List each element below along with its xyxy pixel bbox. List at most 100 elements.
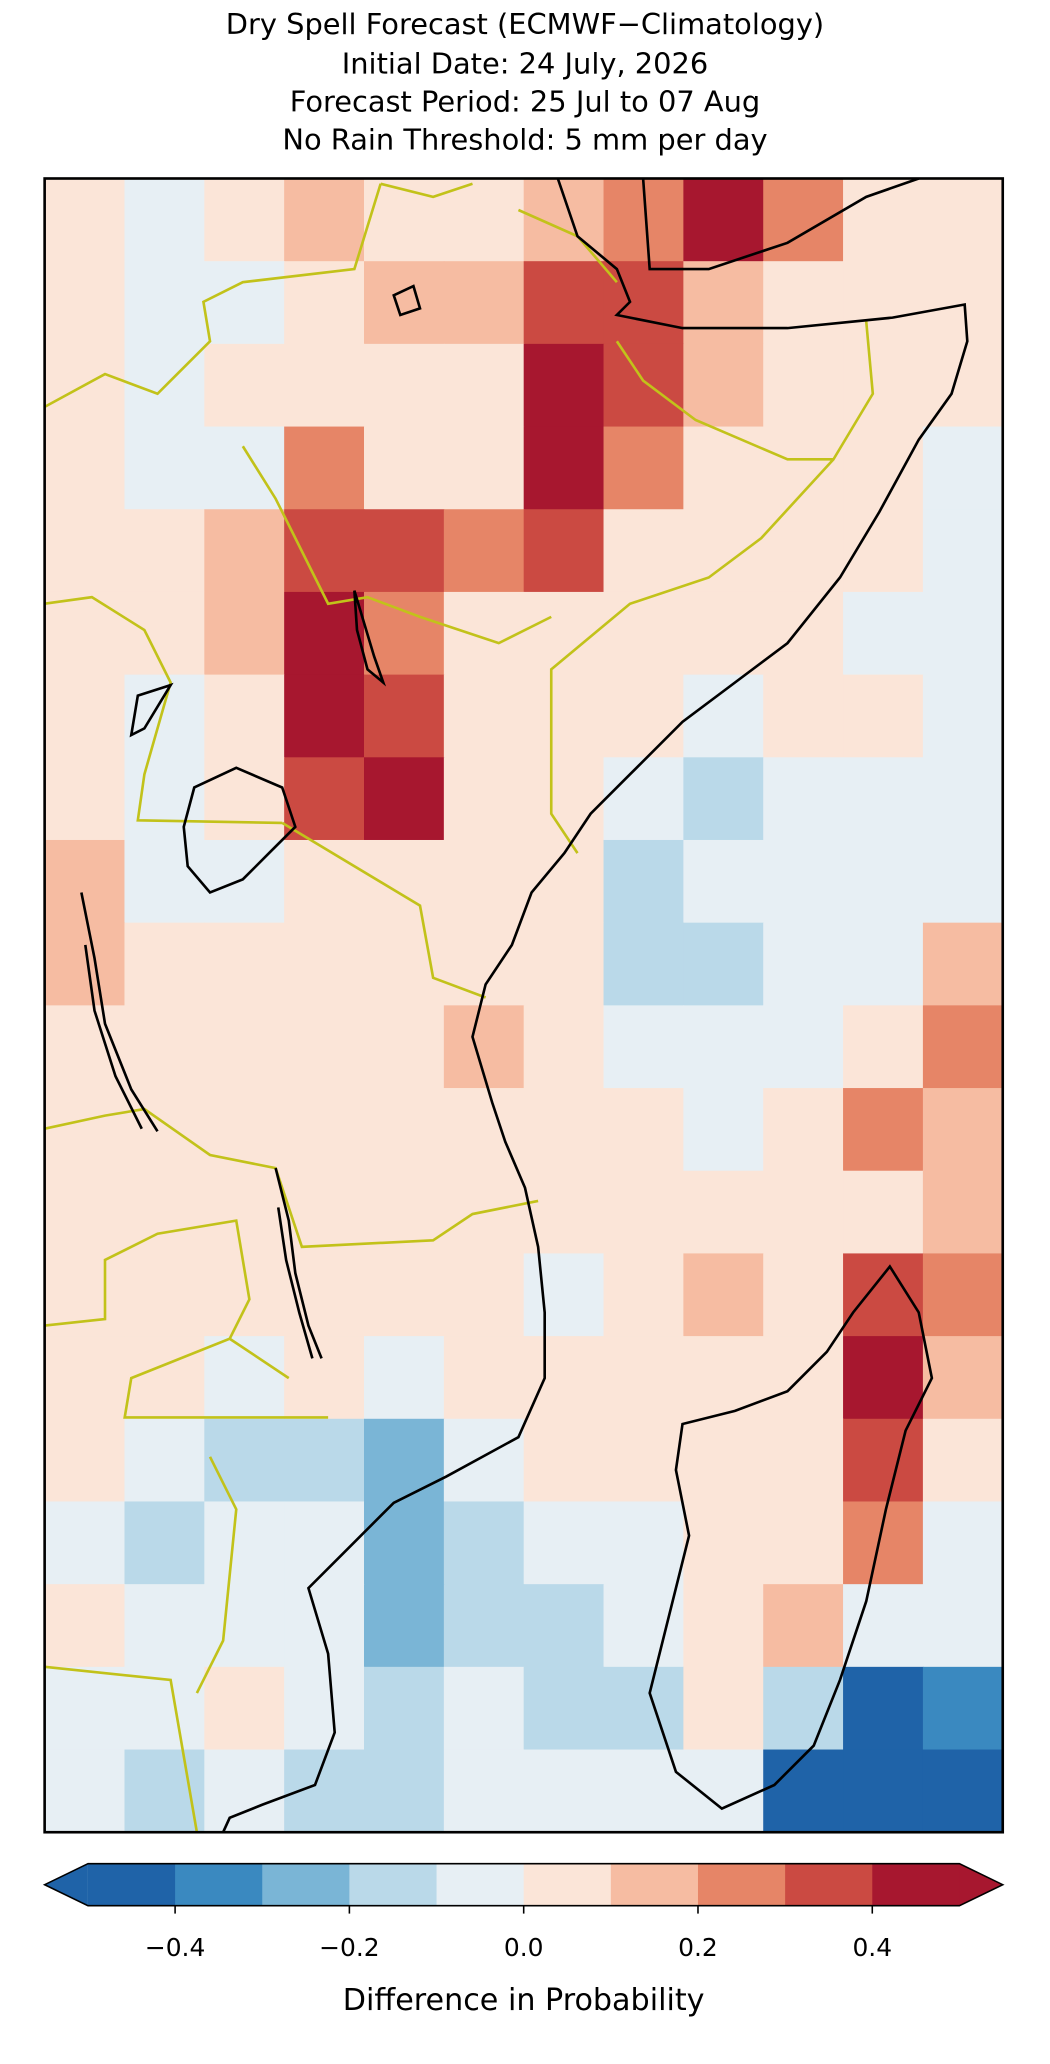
grid-cell bbox=[44, 426, 126, 510]
chart-subtitle: No Rain Threshold: 5 mm per day bbox=[282, 123, 767, 157]
grid-cell bbox=[683, 343, 764, 428]
grid-cell bbox=[204, 343, 285, 428]
grid-cell bbox=[683, 1336, 764, 1420]
lake bbox=[182, 766, 297, 895]
grid-cell bbox=[44, 1170, 126, 1255]
grid-cell bbox=[124, 1584, 205, 1668]
grid-cell bbox=[843, 1005, 924, 1089]
grid-cell bbox=[603, 1336, 685, 1420]
grid-cell bbox=[443, 178, 525, 262]
grid-cell bbox=[763, 1005, 844, 1089]
grid-cell bbox=[284, 1170, 365, 1255]
grid-cell bbox=[922, 757, 1004, 841]
grid-cells bbox=[44, 178, 1004, 1833]
grid-cell bbox=[364, 1749, 445, 1833]
grid-cell bbox=[843, 1253, 924, 1337]
grid-cell bbox=[763, 1749, 844, 1833]
grid-cell bbox=[124, 178, 205, 262]
grid-cell bbox=[603, 1584, 685, 1668]
grid-cell bbox=[44, 1336, 126, 1420]
grid-cell bbox=[523, 922, 605, 1007]
grid-cell bbox=[364, 591, 445, 676]
grid-cell bbox=[603, 1170, 685, 1255]
grid-cell bbox=[443, 261, 525, 345]
grid-cell bbox=[204, 178, 285, 262]
grid-cell bbox=[364, 426, 445, 510]
grid-cell bbox=[683, 261, 764, 345]
grid-cell bbox=[523, 1584, 605, 1668]
grid-cell bbox=[364, 674, 445, 758]
grid-cell bbox=[763, 839, 844, 924]
grid-cell bbox=[683, 1418, 764, 1503]
colorbar-tick-label: 0.2 bbox=[678, 1933, 718, 1962]
colorbar-segment bbox=[610, 1863, 699, 1906]
grid-cell bbox=[843, 1418, 924, 1503]
grid-cell bbox=[922, 509, 1004, 593]
grid-cell bbox=[843, 1749, 924, 1833]
grid-cell bbox=[44, 261, 126, 345]
grid-cell bbox=[523, 1666, 605, 1751]
grid-cell bbox=[124, 509, 205, 593]
grid-cell bbox=[44, 591, 126, 676]
grid-cell bbox=[443, 757, 525, 841]
grid-cell bbox=[443, 1584, 525, 1668]
grid-cell bbox=[364, 922, 445, 1007]
chart-subtitle: Initial Date: 24 July, 2026 bbox=[342, 47, 709, 81]
grid-cell bbox=[443, 839, 525, 924]
grid-cell bbox=[603, 426, 685, 510]
grid-cell bbox=[523, 343, 605, 428]
grid-cell bbox=[843, 1170, 924, 1255]
grid-cell bbox=[443, 509, 525, 593]
grid-cell bbox=[523, 1418, 605, 1503]
grid-cell bbox=[922, 591, 1004, 676]
grid-cell bbox=[922, 1584, 1004, 1668]
grid-cell bbox=[763, 1501, 844, 1585]
grid-cell bbox=[763, 261, 844, 345]
grid-cell bbox=[763, 1584, 844, 1668]
grid-cell bbox=[922, 261, 1004, 345]
grid-cell bbox=[44, 1666, 126, 1751]
grid-cell bbox=[284, 178, 365, 262]
grid-cell bbox=[763, 426, 844, 510]
grid-cell bbox=[763, 1666, 844, 1751]
grid-cell bbox=[284, 922, 365, 1007]
grid-cell bbox=[443, 1749, 525, 1833]
grid-cell bbox=[204, 1005, 285, 1089]
grid-cell bbox=[683, 757, 764, 841]
grid-cell bbox=[124, 591, 205, 676]
grid-cell bbox=[284, 1253, 365, 1337]
grid-cell bbox=[124, 1170, 205, 1255]
grid-cell bbox=[284, 674, 365, 758]
grid-cell bbox=[443, 1253, 525, 1337]
grid-cell bbox=[922, 426, 1004, 510]
grid-cell bbox=[443, 1666, 525, 1751]
grid-cell bbox=[284, 343, 365, 428]
grid-cell bbox=[843, 1088, 924, 1172]
grid-cell bbox=[683, 1170, 764, 1255]
grid-cell bbox=[204, 591, 285, 676]
grid-cell bbox=[843, 674, 924, 758]
colorbar-segment bbox=[87, 1863, 176, 1906]
grid-cell bbox=[284, 1336, 365, 1420]
grid-cell bbox=[364, 1418, 445, 1503]
grid-cell bbox=[683, 426, 764, 510]
grid-cell bbox=[364, 1088, 445, 1172]
colorbar-segment bbox=[262, 1863, 350, 1906]
grid-cell bbox=[683, 178, 764, 262]
grid-cell bbox=[44, 922, 126, 1007]
grid-cell bbox=[603, 922, 685, 1007]
grid-cell bbox=[603, 839, 685, 924]
grid-cell bbox=[523, 1005, 605, 1089]
grid-cell bbox=[843, 261, 924, 345]
colorbar-tick-label: −0.2 bbox=[319, 1933, 380, 1962]
grid-cell bbox=[763, 343, 844, 428]
grid-cell bbox=[204, 1501, 285, 1585]
grid-cell bbox=[443, 591, 525, 676]
grid-cell bbox=[204, 426, 285, 510]
grid-cell bbox=[204, 922, 285, 1007]
grid-cell bbox=[523, 757, 605, 841]
grid-cell bbox=[44, 1501, 126, 1585]
map-frame bbox=[43, 177, 1005, 1834]
grid-cell bbox=[523, 591, 605, 676]
colorbar: −0.4 −0.2 0.0 0.2 0.4 bbox=[42, 1862, 1005, 1962]
